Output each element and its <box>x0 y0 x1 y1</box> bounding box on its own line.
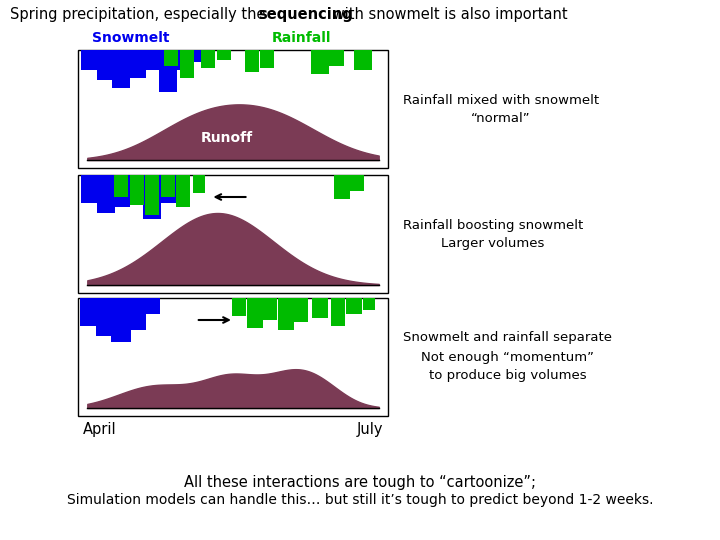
Bar <box>260 50 274 68</box>
Text: Rainfall boosting snowmelt
Larger volumes: Rainfall boosting snowmelt Larger volume… <box>403 219 583 249</box>
Bar <box>161 175 175 197</box>
Text: sequencing: sequencing <box>258 7 353 22</box>
Bar <box>189 50 203 62</box>
Bar <box>326 50 344 66</box>
Bar <box>78 50 388 168</box>
Text: Rainfall mixed with snowmelt
“normal”: Rainfall mixed with snowmelt “normal” <box>403 93 599 125</box>
Bar <box>176 175 190 193</box>
Bar <box>81 298 100 326</box>
Text: Snowmelt and rainfall separate
Not enough “momentum”
to produce big volumes: Snowmelt and rainfall separate Not enoug… <box>403 332 612 382</box>
Bar <box>128 298 146 330</box>
Bar <box>247 298 263 328</box>
Bar <box>128 175 146 197</box>
Bar <box>81 175 99 203</box>
Bar <box>97 175 115 213</box>
Bar <box>81 50 99 70</box>
Bar <box>143 175 161 219</box>
Bar <box>245 50 258 72</box>
Bar <box>278 298 294 330</box>
Text: July: July <box>356 422 383 437</box>
Bar <box>145 298 161 314</box>
Text: April: April <box>83 422 117 437</box>
Bar <box>232 298 246 316</box>
Text: Spring precipitation, especially the: Spring precipitation, especially the <box>10 7 270 22</box>
Bar <box>78 175 388 293</box>
Bar <box>112 298 132 342</box>
Bar <box>364 298 375 310</box>
Bar <box>354 50 372 70</box>
Bar <box>331 298 346 326</box>
Bar <box>176 175 190 207</box>
Bar <box>174 50 192 70</box>
Text: Runoff: Runoff <box>201 131 253 145</box>
Bar <box>346 298 362 314</box>
Bar <box>333 175 349 199</box>
Bar <box>201 50 215 68</box>
Bar <box>97 50 115 80</box>
Bar <box>143 50 161 70</box>
Text: Simulation models can handle this… but still it’s tough to predict beyond 1-2 we: Simulation models can handle this… but s… <box>67 493 653 507</box>
Text: Rainfall: Rainfall <box>271 31 331 45</box>
Bar <box>130 175 144 205</box>
Text: with snowmelt is also important: with snowmelt is also important <box>328 7 567 22</box>
Bar <box>159 175 177 203</box>
Bar <box>112 50 130 88</box>
Bar <box>128 50 146 78</box>
Bar <box>114 175 128 197</box>
Bar <box>179 50 194 78</box>
Bar <box>145 175 159 215</box>
Bar <box>96 298 116 336</box>
Bar <box>159 50 177 92</box>
Bar <box>311 50 329 74</box>
Bar <box>112 175 130 207</box>
Text: All these interactions are tough to “cartoonize”;: All these interactions are tough to “car… <box>184 475 536 489</box>
Bar <box>264 298 277 320</box>
Bar <box>350 175 364 191</box>
Bar <box>193 175 205 193</box>
Bar <box>294 298 308 322</box>
Bar <box>312 298 328 318</box>
Bar <box>78 298 388 416</box>
Bar <box>164 50 178 66</box>
Bar <box>217 50 230 60</box>
Text: Snowmelt: Snowmelt <box>92 31 169 45</box>
